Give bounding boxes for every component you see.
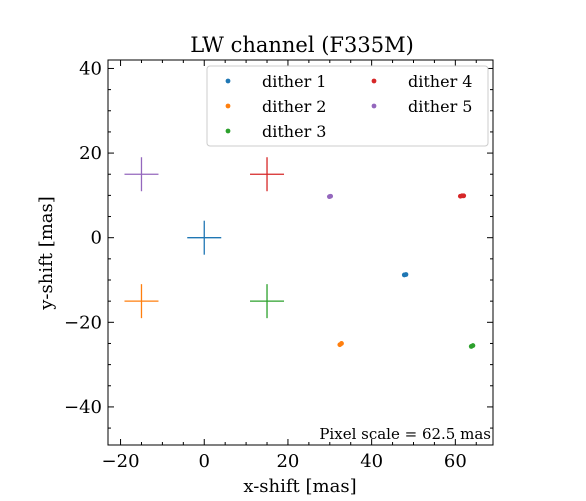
x-tick-label: 20 bbox=[276, 451, 299, 472]
data-point-dither-4 bbox=[461, 193, 467, 199]
legend-item-dither-1: dither 1 bbox=[225, 72, 326, 91]
legend-label: dither 4 bbox=[408, 72, 472, 91]
legend-item-dither-4: dither 4 bbox=[371, 72, 472, 91]
legend-label: dither 1 bbox=[262, 72, 326, 91]
pixel-scale-annotation: Pixel scale = 62.5 mas bbox=[319, 425, 491, 443]
y-tick-labels: −40 −20 0 20 40 bbox=[64, 58, 102, 417]
legend-marker bbox=[371, 78, 377, 84]
legend-item-dither-5: dither 5 bbox=[371, 97, 472, 116]
plot-frame bbox=[107, 59, 494, 446]
target-cross-dither-1 bbox=[187, 220, 222, 255]
x-axis-label: x-shift [mas] bbox=[243, 476, 356, 497]
target-cross-dither-2 bbox=[124, 284, 159, 319]
legend-item-dither-2: dither 2 bbox=[225, 97, 326, 116]
y-tick-label: 20 bbox=[79, 143, 102, 164]
target-cross-dither-5 bbox=[124, 157, 159, 192]
axis-ticks bbox=[108, 60, 493, 445]
plot-area bbox=[107, 59, 494, 446]
legend-label: dither 3 bbox=[262, 122, 326, 141]
legend-item-dither-3: dither 3 bbox=[225, 122, 326, 141]
target-cross-dither-4 bbox=[250, 157, 285, 192]
x-tick-labels: −20 0 20 40 60 bbox=[102, 451, 467, 472]
y-tick-label: 0 bbox=[91, 228, 102, 249]
legend-marker bbox=[225, 78, 231, 84]
target-cross-dither-3 bbox=[250, 284, 285, 319]
y-tick-label: 40 bbox=[79, 58, 102, 79]
legend-label: dither 5 bbox=[408, 97, 472, 116]
x-tick-label: 40 bbox=[360, 451, 383, 472]
chart-title: LW channel (F335M) bbox=[190, 33, 414, 57]
data-point-dither-3 bbox=[470, 343, 476, 348]
x-tick-label: 0 bbox=[199, 451, 210, 472]
legend-label: dither 2 bbox=[262, 97, 326, 116]
x-tick-label: 60 bbox=[444, 451, 467, 472]
y-tick-label: −20 bbox=[64, 312, 102, 333]
y-axis-label: y-shift [mas] bbox=[36, 196, 57, 311]
y-tick-label: −40 bbox=[64, 397, 102, 418]
data-point-dither-5 bbox=[328, 193, 334, 199]
legend: dither 1 dither 2 dither 3 dither 4 dither 5 bbox=[206, 65, 489, 147]
target-markers bbox=[124, 157, 285, 319]
legend-box bbox=[206, 65, 489, 147]
data-point-dither-2 bbox=[339, 341, 344, 346]
data-points bbox=[326, 193, 476, 349]
legend-marker bbox=[225, 128, 231, 134]
x-tick-label: −20 bbox=[102, 451, 140, 472]
legend-marker bbox=[225, 103, 231, 109]
legend-marker bbox=[371, 103, 377, 109]
data-point-dither-1 bbox=[403, 272, 409, 277]
